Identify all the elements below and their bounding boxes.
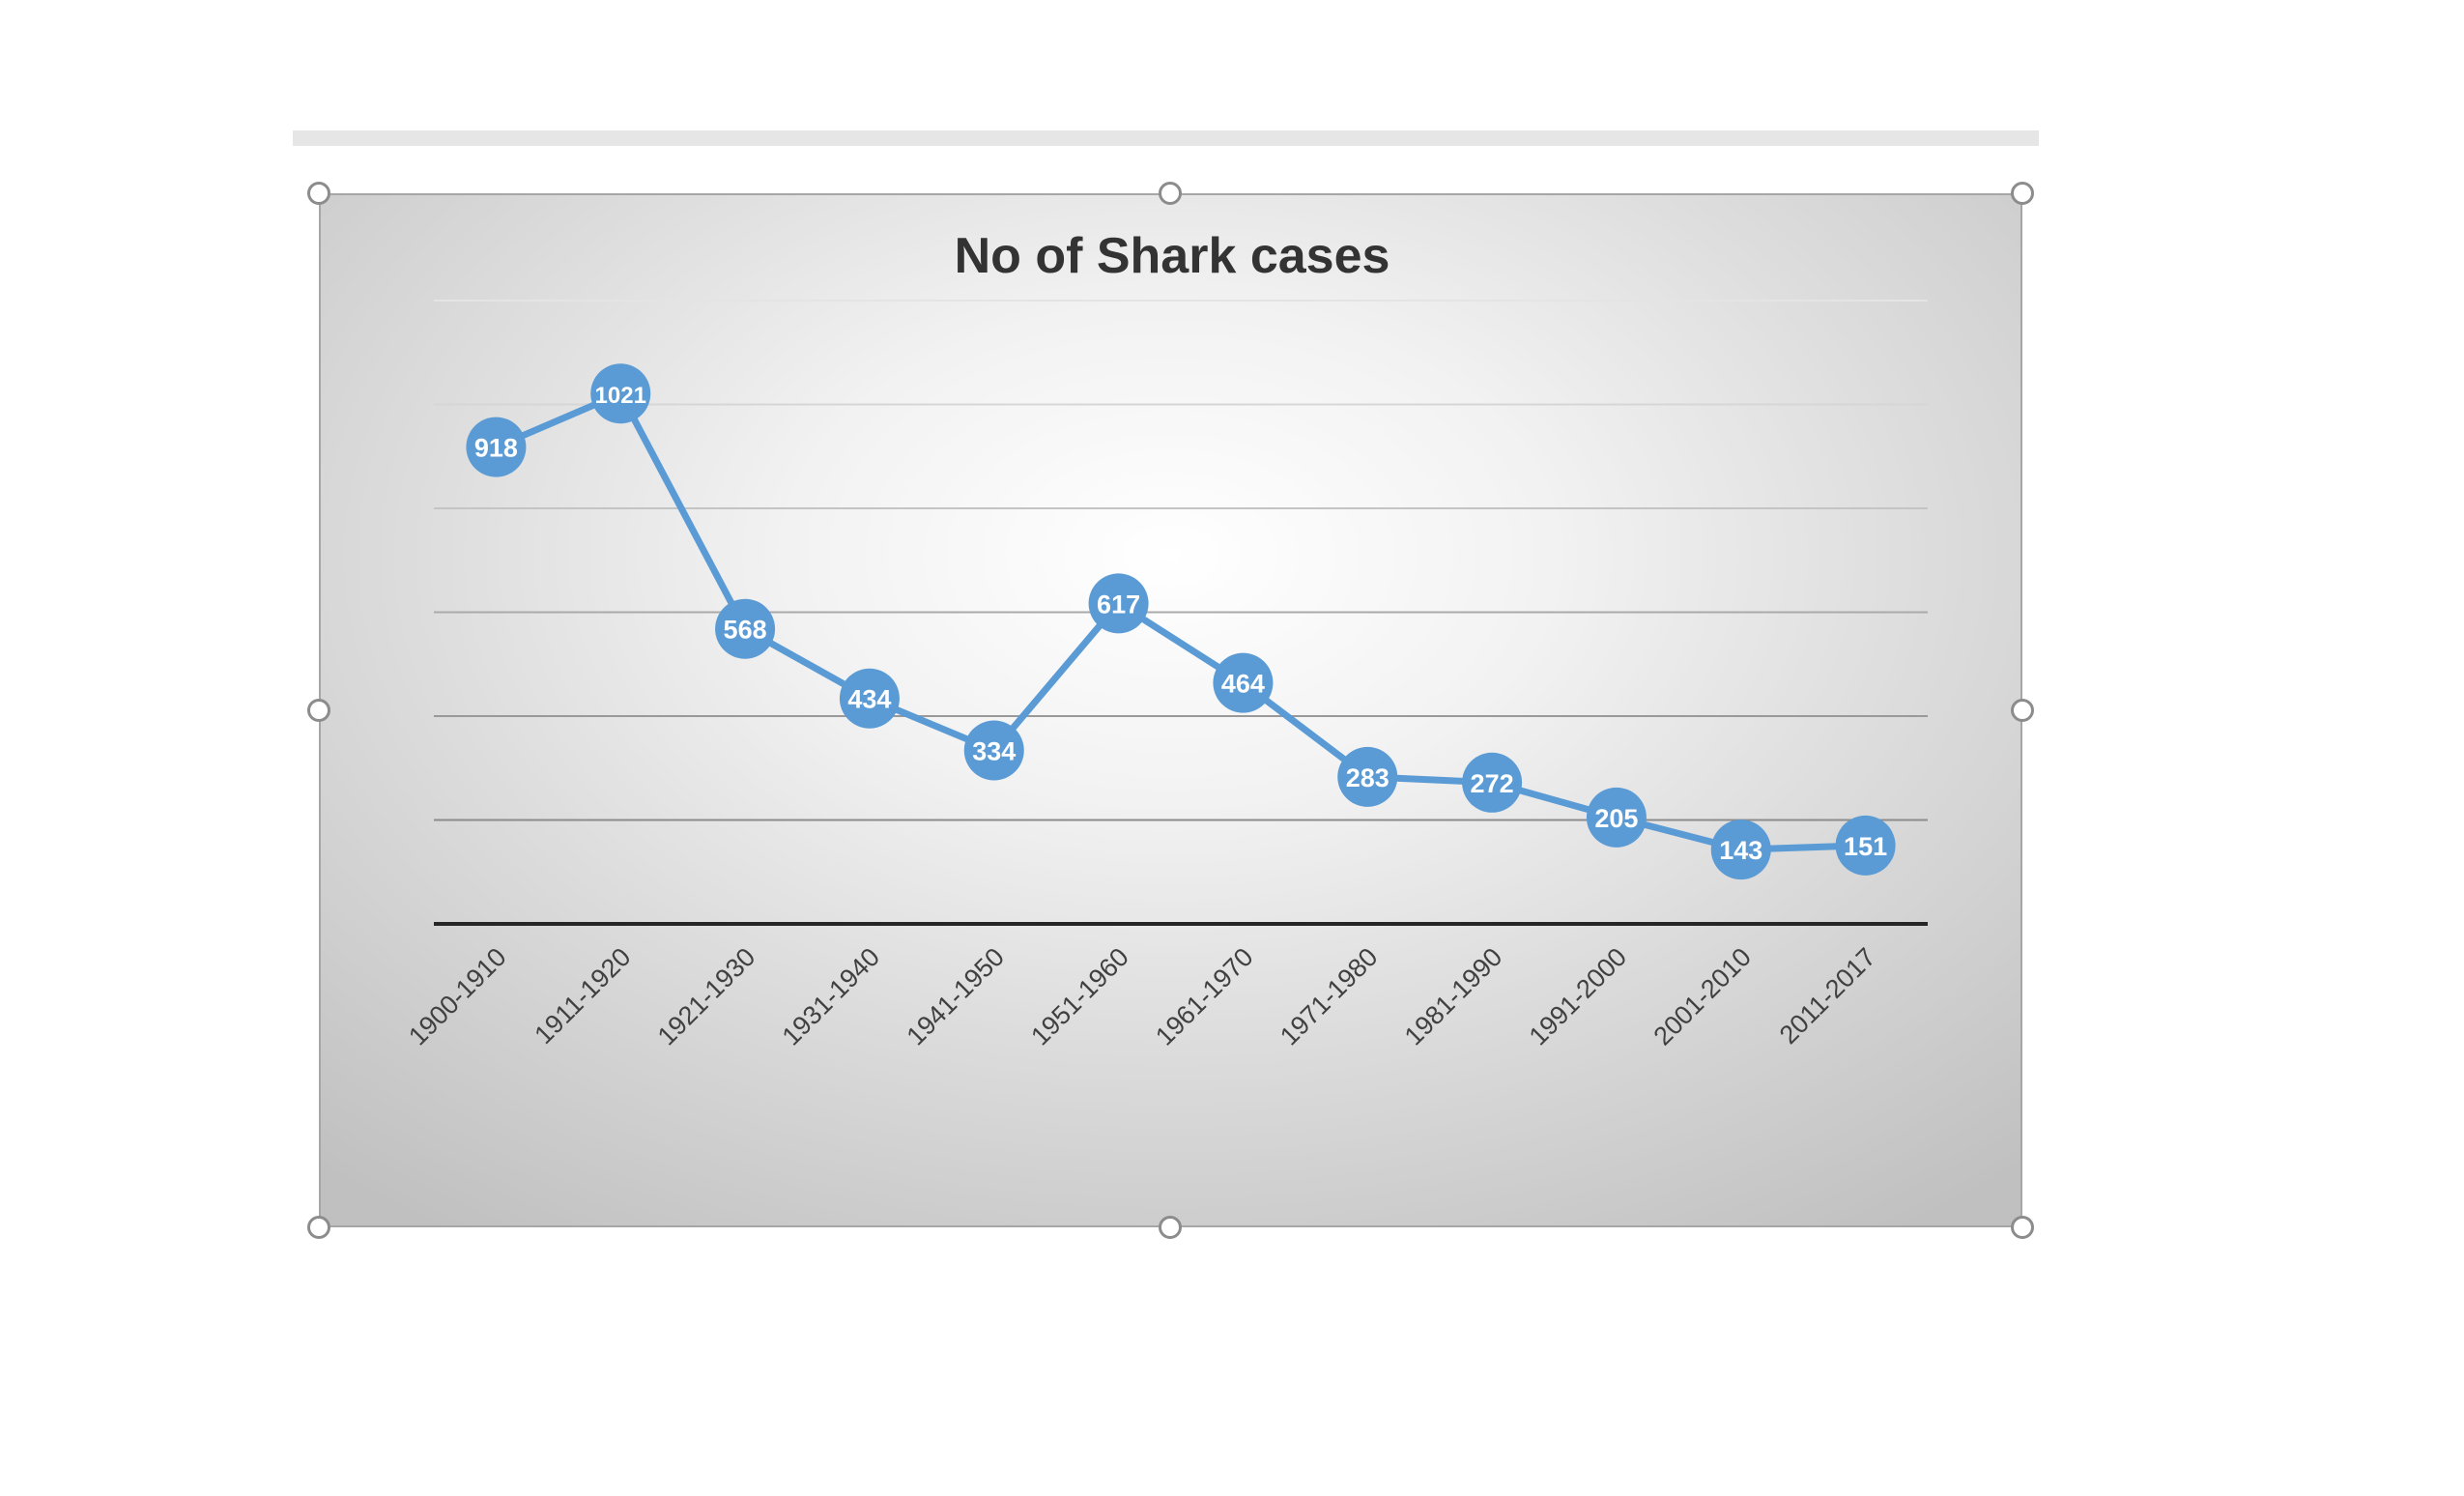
data-point — [839, 668, 900, 729]
x-tick-labels: 1900-1910 1911-1920 1921-1930 1931-1940 1941… — [403, 942, 1881, 1051]
data-label: 617 — [1097, 590, 1140, 619]
x-tick-label: 1991-2000 — [1524, 942, 1633, 1051]
x-tick-label: 1951-1960 — [1025, 942, 1134, 1051]
data-point — [963, 720, 1024, 781]
x-tick-label: 1961-1970 — [1150, 942, 1259, 1051]
data-label: 568 — [724, 616, 767, 645]
data-label: 1021 — [595, 383, 646, 409]
gridlines — [434, 300, 1928, 821]
data-point — [1337, 746, 1398, 807]
series-shark-cases — [466, 363, 1896, 880]
data-label: 434 — [847, 685, 891, 714]
chart-area[interactable]: No of Shark cases 1900-1910 1911-1920 1921… — [319, 193, 2022, 1227]
data-point — [1835, 815, 1896, 876]
data-labels: 918 1021 568 434 334 617 464 283 272 205 143 151 — [474, 383, 1887, 865]
data-point — [1462, 752, 1523, 813]
resize-handle-bottom-center[interactable] — [1159, 1216, 1182, 1239]
line-chart: No of Shark cases 1900-1910 1911-1920 1921… — [403, 228, 1928, 1051]
data-point — [1088, 573, 1149, 634]
data-label: 272 — [1471, 769, 1514, 798]
data-point — [715, 598, 776, 659]
x-tick-label: 1931-1940 — [777, 942, 886, 1051]
data-point — [1710, 820, 1771, 880]
top-bar — [293, 130, 2039, 146]
data-label: 143 — [1719, 836, 1762, 865]
data-point — [466, 417, 527, 477]
data-label: 205 — [1594, 804, 1638, 833]
data-point — [1213, 652, 1274, 713]
chart-title: No of Shark cases — [955, 228, 1390, 284]
x-tick-label: 2011-2017 — [1774, 942, 1881, 1050]
resize-handle-bottom-left[interactable] — [307, 1216, 330, 1239]
x-tick-label: 1900-1910 — [403, 942, 512, 1051]
data-label: 151 — [1844, 832, 1887, 861]
data-label: 464 — [1221, 670, 1265, 699]
x-tick-label: 1971-1980 — [1275, 942, 1384, 1051]
resize-handle-middle-right[interactable] — [2011, 699, 2034, 722]
resize-handle-middle-left[interactable] — [307, 699, 330, 722]
resize-handle-top-right[interactable] — [2011, 182, 2034, 205]
series-line — [492, 389, 1870, 853]
data-point — [1586, 787, 1647, 848]
data-label: 918 — [474, 434, 518, 463]
resize-handle-bottom-right[interactable] — [2011, 1216, 2034, 1239]
data-label: 283 — [1346, 763, 1390, 792]
data-point — [590, 363, 651, 424]
x-tick-label: 1921-1930 — [652, 942, 761, 1051]
resize-handle-top-center[interactable] — [1159, 182, 1182, 205]
x-tick-label: 1941-1950 — [901, 942, 1010, 1051]
resize-handle-top-left[interactable] — [307, 182, 330, 205]
x-tick-label: 1981-1990 — [1399, 942, 1508, 1051]
x-tick-label: 1911-1920 — [529, 942, 636, 1050]
x-tick-label: 2001-2010 — [1647, 942, 1757, 1051]
data-label: 334 — [972, 736, 1016, 765]
